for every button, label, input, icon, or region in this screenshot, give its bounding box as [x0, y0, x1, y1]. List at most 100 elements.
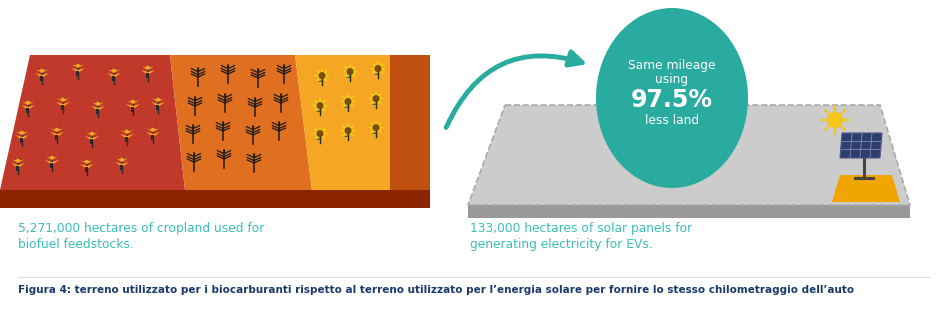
Polygon shape	[75, 63, 81, 66]
Polygon shape	[78, 68, 85, 73]
Polygon shape	[372, 103, 376, 105]
Ellipse shape	[596, 8, 748, 188]
Ellipse shape	[378, 126, 384, 129]
Polygon shape	[22, 135, 29, 140]
Polygon shape	[121, 131, 127, 134]
Polygon shape	[77, 71, 80, 76]
Ellipse shape	[319, 126, 321, 131]
Polygon shape	[19, 130, 25, 133]
Polygon shape	[153, 132, 160, 137]
Circle shape	[318, 103, 323, 109]
Polygon shape	[114, 73, 121, 78]
Polygon shape	[148, 70, 155, 75]
Polygon shape	[91, 106, 98, 111]
Polygon shape	[345, 76, 350, 78]
Polygon shape	[56, 135, 59, 140]
Circle shape	[345, 128, 351, 133]
Ellipse shape	[319, 136, 321, 141]
Ellipse shape	[315, 128, 319, 132]
Ellipse shape	[377, 93, 382, 97]
Ellipse shape	[350, 96, 354, 100]
Polygon shape	[147, 129, 153, 132]
Polygon shape	[318, 80, 322, 82]
Polygon shape	[343, 135, 348, 137]
Polygon shape	[107, 73, 114, 78]
Ellipse shape	[374, 91, 377, 96]
Polygon shape	[840, 133, 882, 158]
Polygon shape	[111, 68, 117, 71]
Polygon shape	[52, 160, 59, 165]
Ellipse shape	[340, 129, 346, 132]
Polygon shape	[57, 129, 63, 132]
Polygon shape	[46, 156, 52, 160]
Circle shape	[375, 66, 381, 71]
Ellipse shape	[371, 129, 374, 133]
Ellipse shape	[369, 97, 374, 100]
Polygon shape	[113, 76, 116, 81]
Polygon shape	[56, 102, 63, 107]
Polygon shape	[63, 102, 70, 107]
Ellipse shape	[319, 108, 321, 113]
Polygon shape	[42, 69, 48, 73]
Ellipse shape	[321, 128, 325, 132]
Text: using: using	[655, 74, 688, 86]
Text: Same mileage: Same mileage	[629, 59, 716, 73]
Ellipse shape	[342, 125, 347, 129]
Ellipse shape	[342, 132, 347, 136]
Polygon shape	[41, 76, 44, 81]
Ellipse shape	[321, 100, 325, 104]
Polygon shape	[98, 102, 104, 106]
Polygon shape	[15, 135, 22, 140]
Polygon shape	[374, 73, 378, 75]
Polygon shape	[84, 159, 90, 162]
Circle shape	[827, 112, 843, 128]
Polygon shape	[468, 105, 910, 205]
Ellipse shape	[315, 74, 319, 77]
Ellipse shape	[371, 122, 374, 126]
Polygon shape	[92, 136, 99, 141]
Ellipse shape	[344, 73, 349, 77]
Ellipse shape	[344, 66, 349, 70]
Polygon shape	[148, 66, 154, 70]
Ellipse shape	[350, 100, 356, 103]
Polygon shape	[390, 55, 430, 190]
Polygon shape	[115, 162, 122, 167]
Ellipse shape	[322, 104, 328, 107]
Ellipse shape	[312, 132, 318, 135]
Ellipse shape	[371, 67, 375, 70]
Ellipse shape	[320, 78, 323, 83]
Ellipse shape	[377, 129, 382, 133]
Polygon shape	[152, 135, 155, 140]
Ellipse shape	[374, 130, 377, 135]
Ellipse shape	[319, 98, 321, 103]
Ellipse shape	[315, 107, 319, 111]
Ellipse shape	[315, 135, 319, 139]
Polygon shape	[85, 136, 92, 141]
Polygon shape	[468, 205, 910, 218]
Polygon shape	[16, 131, 22, 135]
Polygon shape	[16, 166, 20, 171]
Text: 133,000 hectares of solar panels for: 133,000 hectares of solar panels for	[470, 222, 692, 235]
Ellipse shape	[323, 70, 328, 74]
Polygon shape	[18, 160, 24, 163]
Ellipse shape	[373, 70, 376, 74]
Text: 5,271,000 hectares of cropland used for: 5,271,000 hectares of cropland used for	[18, 222, 264, 235]
Polygon shape	[119, 157, 125, 160]
Polygon shape	[122, 162, 129, 167]
Polygon shape	[39, 68, 45, 71]
Ellipse shape	[315, 100, 319, 104]
Polygon shape	[316, 138, 320, 140]
Polygon shape	[372, 132, 376, 134]
Text: 97.5%: 97.5%	[631, 88, 713, 112]
FancyArrowPatch shape	[447, 52, 582, 127]
Polygon shape	[54, 127, 60, 130]
Polygon shape	[92, 102, 98, 106]
Circle shape	[374, 125, 379, 131]
Polygon shape	[127, 100, 133, 104]
Ellipse shape	[352, 73, 356, 77]
Text: less land: less land	[645, 114, 699, 126]
Ellipse shape	[376, 61, 379, 66]
Polygon shape	[27, 108, 29, 113]
Polygon shape	[116, 158, 122, 162]
Circle shape	[345, 99, 351, 105]
